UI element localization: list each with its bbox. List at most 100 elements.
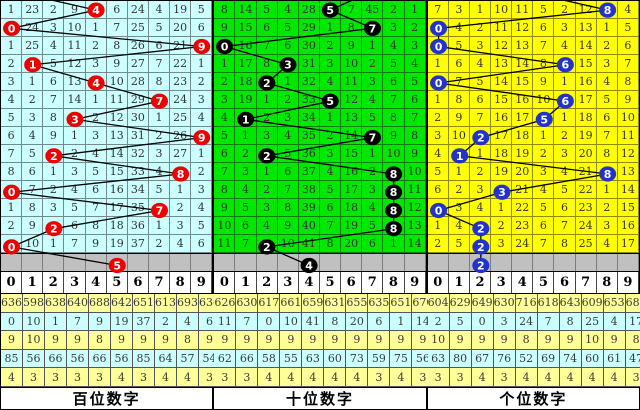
miss-count-cell: 16 <box>106 181 128 200</box>
miss-count-cell <box>319 91 342 110</box>
miss-count-cell: 1 <box>170 181 192 200</box>
miss-count-cell: 8 <box>214 1 236 20</box>
miss-count-cell: 28 <box>127 73 149 92</box>
miss-count-cell: 4 <box>214 109 236 128</box>
stat-cell: 55 <box>280 349 303 369</box>
miss-count-cell: 9 <box>106 55 128 74</box>
miss-count-cell: 18 <box>575 109 597 128</box>
miss-count-cell: 22 <box>575 181 597 200</box>
miss-count-cell: 33 <box>298 91 320 110</box>
miss-count-cell: 2 <box>85 37 107 56</box>
miss-count-cell: 2 <box>554 127 576 146</box>
stat-cell: 9 <box>368 331 391 350</box>
miss-count-cell: 7 <box>341 1 363 20</box>
miss-count-cell: 6 <box>404 91 426 110</box>
digit-header-cell: 4 <box>512 272 534 293</box>
pending-draw-row <box>1 253 213 273</box>
stat-cell: 7 <box>236 312 259 332</box>
stat-cell: 0 <box>471 312 494 332</box>
miss-count-cell: 7 <box>319 217 342 236</box>
stat-cell: 17 <box>625 312 640 332</box>
stat-cell: 0 <box>258 312 281 332</box>
miss-count-cell: 13 <box>617 163 639 182</box>
miss-count-cell: 8 <box>214 181 236 200</box>
miss-count-cell: 5 <box>448 235 470 254</box>
stat-cell: 638 <box>45 293 67 313</box>
miss-count-cell: 39 <box>298 199 320 218</box>
miss-count-cell: 12 <box>64 55 86 74</box>
pending-cell <box>491 254 513 272</box>
miss-count-cell: 8 <box>148 73 171 92</box>
miss-count-cell: 1 <box>1 1 23 20</box>
stat-cell: 52 <box>515 349 538 369</box>
miss-count-cell <box>427 199 449 218</box>
miss-count-cell: 3 <box>596 217 618 236</box>
miss-count-cell: 12 <box>512 19 534 38</box>
miss-count-cell <box>85 73 107 92</box>
miss-count-cell: 34 <box>298 109 320 128</box>
miss-count-cell: 10 <box>341 55 363 74</box>
miss-count-cell: 17 <box>617 235 639 254</box>
pending-cell <box>449 254 470 272</box>
miss-count-cell: 4 <box>148 1 171 20</box>
miss-count-cell: 4 <box>85 145 107 164</box>
stat-cell: 3 <box>368 368 391 387</box>
miss-count-cell: 7 <box>427 1 449 20</box>
pending-cell <box>533 254 555 272</box>
stat-cell: 653 <box>603 293 626 313</box>
miss-count-cell: 5 <box>319 181 342 200</box>
miss-count-cell: 7 <box>85 199 107 218</box>
stat-cell: 73 <box>346 349 369 369</box>
miss-count-cell <box>1 19 23 38</box>
miss-count-cell: 9 <box>214 199 236 218</box>
miss-count-cell: 25 <box>170 109 192 128</box>
pending-cell <box>235 254 257 272</box>
miss-count-cell: 2 <box>214 73 236 92</box>
miss-count-cell: 18 <box>491 145 513 164</box>
miss-count-cell: 3 <box>362 181 384 200</box>
miss-count-cell: 25 <box>22 37 44 56</box>
stat-cell: 2 <box>155 312 177 332</box>
digit-header-cell: 9 <box>191 272 213 293</box>
stat-cell: 3 <box>214 368 237 387</box>
miss-count-cell: 1 <box>1 37 23 56</box>
miss-count-cell: 5 <box>533 199 555 218</box>
stat-cell: 47 <box>625 349 640 369</box>
miss-count-cell: 10 <box>106 73 128 92</box>
pending-draw-row <box>214 253 426 273</box>
miss-count-cell: 7 <box>448 73 470 92</box>
miss-count-cell: 3 <box>235 163 257 182</box>
miss-count-cell: 17 <box>575 91 597 110</box>
miss-count-cell: 4 <box>469 199 492 218</box>
miss-count-cell: 17 <box>512 109 534 128</box>
miss-count-cell <box>1 181 23 200</box>
miss-count-cell: 40 <box>298 217 320 236</box>
miss-count-cell: 14 <box>341 127 363 146</box>
miss-count-cell: 5 <box>383 55 405 74</box>
panel-tens-digit: 8 14 5 4 28 7 45 2 1 9 15 6 5 29 1 8 3 2 16 7 6 30 2 9 1 4 3 1 17 8 31… <box>214 1 435 409</box>
miss-count-cell: 5 <box>191 217 213 236</box>
miss-count-cell: 12 <box>106 109 128 128</box>
miss-count-cell: 1 <box>427 55 449 74</box>
miss-count-cell: 2 <box>191 73 213 92</box>
miss-count-cell: 4 <box>448 19 470 38</box>
stat-cell: 9 <box>1 331 23 350</box>
miss-count-cell: 3 <box>554 19 576 38</box>
miss-count-cell: 3 <box>448 1 470 20</box>
stat-cell: 3 <box>427 368 450 387</box>
panel-units-digit: 7 3 1 10 11 5 2 12 4 4 2 11 12 6 3 13 1 5 5 3 12 13 7 4 14 2 6 1 6 4 1… <box>427 1 640 409</box>
miss-count-cell <box>554 55 576 74</box>
miss-count-cell: 24 <box>127 1 149 20</box>
digit-header-cell: 6 <box>128 272 149 293</box>
stat-cell: 4 <box>603 312 626 332</box>
miss-count-cell: 9 <box>341 37 363 56</box>
miss-count-cell: 2 <box>256 181 278 200</box>
miss-count-cell: 9 <box>277 217 299 236</box>
miss-count-cell <box>256 73 278 92</box>
miss-count-cell <box>383 199 405 218</box>
miss-count-cell: 4 <box>235 181 257 200</box>
miss-count-cell: 3 <box>256 127 278 146</box>
miss-count-cell: 10 <box>214 217 236 236</box>
miss-count-cell: 18 <box>106 217 128 236</box>
